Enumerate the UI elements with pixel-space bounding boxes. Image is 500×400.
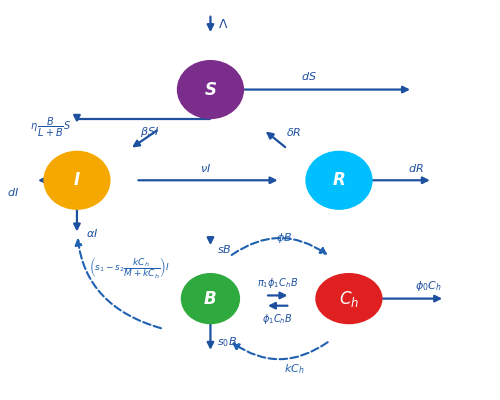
Ellipse shape: [177, 60, 244, 119]
Text: $dR$: $dR$: [408, 162, 424, 174]
Text: $\eta\,\dfrac{B}{L+B}S$: $\eta\,\dfrac{B}{L+B}S$: [30, 116, 71, 138]
Text: $\phi_0 C_h$: $\phi_0 C_h$: [414, 279, 442, 293]
Text: $\Lambda$: $\Lambda$: [218, 18, 228, 31]
Text: $s_0B$: $s_0B$: [217, 335, 237, 349]
Text: $sB$: $sB$: [217, 243, 232, 255]
Text: $dS$: $dS$: [302, 70, 317, 82]
Text: $\beta SI$: $\beta SI$: [140, 125, 160, 139]
Text: $\pi_1\phi_1 C_h B$: $\pi_1\phi_1 C_h B$: [256, 276, 298, 290]
Text: B: B: [204, 290, 217, 308]
Ellipse shape: [316, 273, 382, 324]
Text: $\delta R$: $\delta R$: [286, 126, 301, 138]
Text: $\left(s_1 - s_2\dfrac{kC_h}{M+kC_h}\right)I$: $\left(s_1 - s_2\dfrac{kC_h}{M+kC_h}\rig…: [90, 254, 170, 280]
Text: $\phi B$: $\phi B$: [276, 231, 293, 245]
Text: $\alpha I$: $\alpha I$: [86, 227, 98, 239]
Text: $kC_h$: $kC_h$: [284, 362, 305, 376]
Ellipse shape: [44, 151, 110, 210]
Ellipse shape: [306, 151, 372, 210]
Text: $C_h$: $C_h$: [339, 289, 359, 309]
Text: R: R: [332, 171, 345, 189]
Text: I: I: [74, 171, 80, 189]
Text: $\nu I$: $\nu I$: [200, 162, 211, 174]
Text: $\phi_1 C_h B$: $\phi_1 C_h B$: [262, 312, 292, 326]
Ellipse shape: [181, 273, 240, 324]
Text: S: S: [204, 80, 216, 98]
Text: $dI$: $dI$: [6, 186, 19, 198]
